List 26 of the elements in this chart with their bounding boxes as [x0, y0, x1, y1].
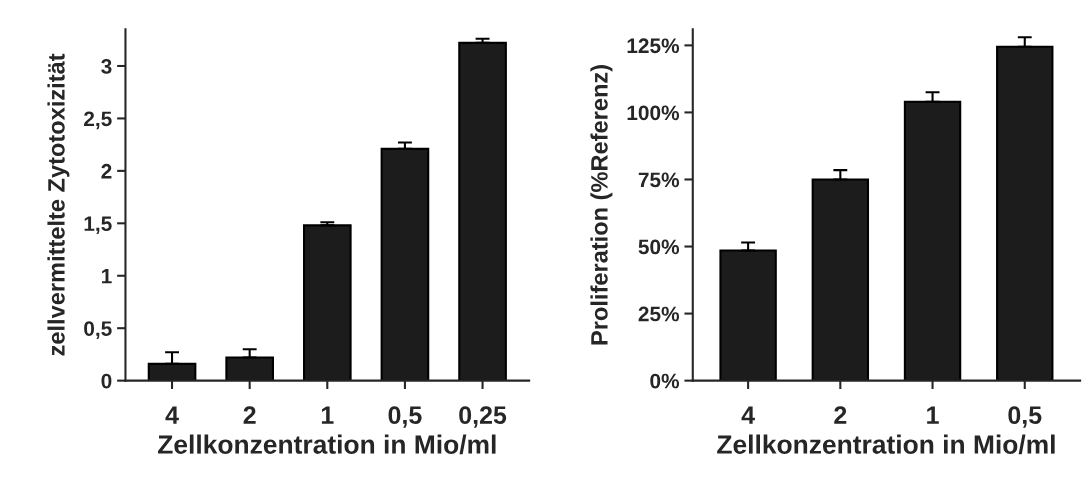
x-tick-label: 0,5: [388, 406, 422, 428]
y-tick-label: 0%: [650, 373, 680, 389]
y-axis-title: zellvermittelte Zytotoxizität: [47, 53, 70, 356]
x-tick-label: 1: [927, 406, 939, 424]
y-tick-label: 75%: [638, 172, 680, 188]
x-tick-label: 4: [165, 406, 179, 424]
y-tick-label: 125%: [627, 38, 680, 54]
y-tick-label: 3: [101, 58, 112, 74]
x-tick-label: 2: [243, 406, 256, 424]
y-tick-label: 2,5: [84, 111, 112, 130]
x-tick-label: 1: [321, 406, 334, 424]
y-tick-label: 2: [101, 163, 112, 179]
y-tick-label: 1: [102, 268, 112, 284]
y-tick-label: 25%: [638, 306, 680, 322]
y-tick-label: 50%: [638, 239, 680, 255]
y-axis-title: Proliferation (%Referenz): [590, 65, 613, 345]
x-tick-label: 2: [834, 406, 847, 424]
x-tick-label: 0,25: [459, 406, 507, 428]
y-tick-label: 0: [101, 373, 112, 389]
y-tick-label: 1,5: [84, 216, 112, 235]
x-axis-title: Zellkonzentration in Mio/ml: [717, 434, 1055, 455]
y-tick-label: 100%: [627, 105, 680, 121]
x-tick-label: 4: [741, 406, 755, 424]
x-axis-title: Zellkonzentration in Mio/ml: [158, 434, 496, 455]
y-tick-label: 0,5: [84, 321, 112, 339]
x-tick-label: 0,5: [1008, 406, 1042, 428]
